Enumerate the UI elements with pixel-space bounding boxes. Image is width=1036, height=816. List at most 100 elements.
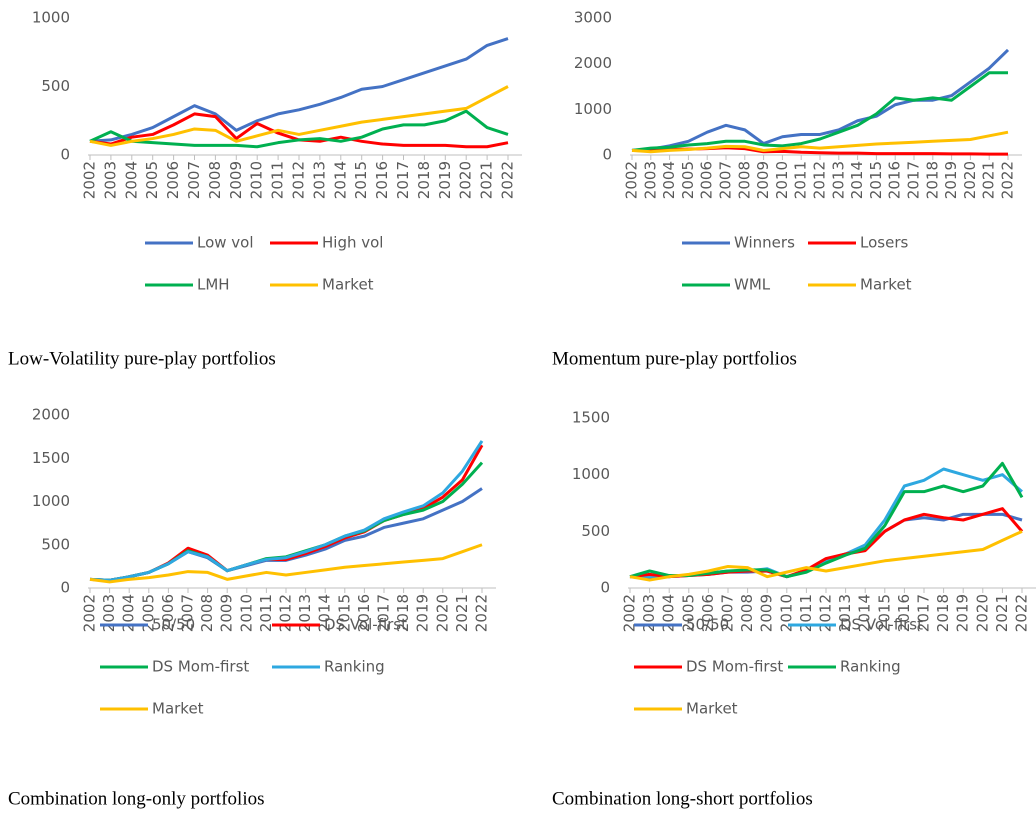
caption: Momentum pure-play portfolios xyxy=(552,348,797,369)
x-tick-label: 2021 xyxy=(980,161,998,199)
x-tick-label: 2003 xyxy=(100,594,118,632)
x-tick-label: 2018 xyxy=(415,161,433,199)
x-tick-label: 2007 xyxy=(179,594,197,632)
x-tick-label: 2021 xyxy=(453,594,471,632)
x-tick-label: 2011 xyxy=(269,161,287,199)
legend-label: DS Vol-first xyxy=(840,616,923,634)
legend-label: LMH xyxy=(197,276,230,294)
x-tick-label: 2006 xyxy=(164,161,182,199)
x-tick-label: 2007 xyxy=(719,594,737,632)
y-tick-label: 0 xyxy=(600,579,610,597)
y-tick-label: 0 xyxy=(60,579,70,597)
x-tick-label: 2019 xyxy=(954,594,972,632)
x-tick-label: 2022 xyxy=(999,161,1017,199)
x-tick-label: 2011 xyxy=(792,161,810,199)
x-tick-label: 2009 xyxy=(758,594,776,632)
x-tick-label: 2015 xyxy=(875,594,893,632)
x-tick-label: 2010 xyxy=(237,594,255,632)
x-tick-label: 2020 xyxy=(973,594,991,632)
caption: Low-Volatility pure-play portfolios xyxy=(8,348,276,369)
x-tick-label: 2017 xyxy=(375,594,393,632)
x-tick-label: 2004 xyxy=(122,161,140,199)
x-tick-label: 2016 xyxy=(886,161,904,199)
series-line xyxy=(89,37,509,143)
x-tick-label: 2021 xyxy=(478,161,496,199)
x-tick-label: 2017 xyxy=(915,594,933,632)
y-tick-label: 1500 xyxy=(32,449,70,467)
x-tick-label: 2020 xyxy=(457,161,475,199)
x-tick-label: 2019 xyxy=(414,594,432,632)
x-tick-label: 2014 xyxy=(316,594,334,632)
y-tick-label: 500 xyxy=(41,77,70,95)
x-tick-label: 2009 xyxy=(754,161,772,199)
x-tick-label: 2021 xyxy=(993,594,1011,632)
x-tick-label: 2004 xyxy=(660,594,678,632)
x-tick-label: 2004 xyxy=(120,594,138,632)
x-tick-label: 2014 xyxy=(848,161,866,199)
y-tick-label: 2000 xyxy=(574,54,612,72)
x-tick-label: 2013 xyxy=(296,594,314,632)
y-tick-label: 0 xyxy=(602,146,612,164)
x-tick-label: 2007 xyxy=(185,161,203,199)
x-tick-label: 2010 xyxy=(777,594,795,632)
series-line xyxy=(89,440,484,582)
x-tick-label: 2011 xyxy=(797,594,815,632)
series-line xyxy=(631,48,1010,152)
y-tick-label: 1000 xyxy=(572,465,610,483)
x-tick-label: 2010 xyxy=(248,161,266,199)
legend-label: Low vol xyxy=(197,234,254,252)
series-line xyxy=(89,85,509,147)
legend-label: WML xyxy=(734,276,771,294)
series-line xyxy=(629,507,1024,579)
y-tick-label: 500 xyxy=(41,535,70,553)
caption: Combination long-short portfolios xyxy=(552,788,813,809)
x-tick-label: 2018 xyxy=(934,594,952,632)
x-tick-label: 2022 xyxy=(499,161,517,199)
series-line xyxy=(630,467,1023,579)
legend-label: 50/50 xyxy=(686,616,729,634)
legend-label: Market xyxy=(860,276,912,294)
series-line xyxy=(89,487,483,582)
y-tick-label: 1500 xyxy=(572,409,610,427)
x-tick-label: 2003 xyxy=(641,161,659,199)
x-tick-label: 2004 xyxy=(660,161,678,199)
x-tick-label: 2008 xyxy=(735,161,753,199)
x-tick-label: 2008 xyxy=(738,594,756,632)
x-tick-label: 2016 xyxy=(895,594,913,632)
series-line xyxy=(631,130,1009,154)
x-tick-label: 2002 xyxy=(81,594,99,632)
x-tick-label: 2003 xyxy=(640,594,658,632)
series-line xyxy=(89,461,484,582)
x-tick-label: 2012 xyxy=(811,161,829,199)
x-tick-label: 2012 xyxy=(817,594,835,632)
x-tick-label: 2010 xyxy=(773,161,791,199)
x-tick-label: 2003 xyxy=(101,161,119,199)
x-tick-label: 2013 xyxy=(310,161,328,199)
x-tick-label: 2012 xyxy=(277,594,295,632)
x-tick-label: 2006 xyxy=(699,594,717,632)
x-tick-label: 2002 xyxy=(621,594,639,632)
x-tick-label: 2019 xyxy=(436,161,454,199)
y-tick-label: 1000 xyxy=(32,9,70,27)
y-tick-label: 3000 xyxy=(574,9,612,27)
x-tick-label: 2012 xyxy=(290,161,308,199)
x-tick-label: 2009 xyxy=(218,594,236,632)
x-tick-label: 2018 xyxy=(923,161,941,199)
x-tick-label: 2006 xyxy=(159,594,177,632)
y-tick-label: 0 xyxy=(60,146,70,164)
x-tick-label: 2014 xyxy=(331,161,349,199)
x-tick-label: 2008 xyxy=(206,161,224,199)
x-tick-label: 2015 xyxy=(335,594,353,632)
x-tick-label: 2015 xyxy=(867,161,885,199)
legend-label: DS Mom-first xyxy=(686,658,783,676)
x-tick-label: 2022 xyxy=(473,594,491,632)
x-tick-label: 2005 xyxy=(139,594,157,632)
series-line xyxy=(631,71,1008,152)
x-tick-label: 2017 xyxy=(905,161,923,199)
legend-label: High vol xyxy=(322,234,383,252)
x-tick-label: 2018 xyxy=(394,594,412,632)
y-tick-label: 2000 xyxy=(32,406,70,424)
legend-label: Market xyxy=(322,276,374,294)
y-tick-label: 500 xyxy=(581,522,610,540)
